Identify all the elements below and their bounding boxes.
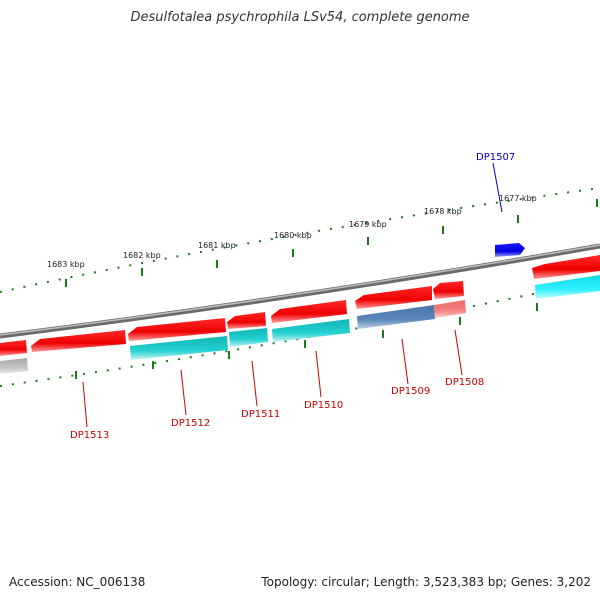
scale-label: 1677 kbp — [499, 194, 537, 203]
scale-label: 1679 kbp — [349, 220, 387, 229]
feature-block — [272, 319, 350, 342]
gene-dp1513[interactable] — [31, 330, 126, 352]
accession-text: Accession: NC_006138 — [9, 575, 146, 589]
gene-dp1507[interactable] — [495, 243, 525, 257]
feature-block — [0, 358, 28, 374]
gene-label-dp1511[interactable]: DP1511 — [241, 409, 280, 420]
gene-label-dp1513[interactable]: DP1513 — [70, 430, 109, 441]
feature-block — [130, 336, 228, 360]
outer-scale-arc — [0, 187, 600, 293]
scale-label: 1682 kbp — [123, 251, 161, 260]
scale-label: 1678 kbp — [424, 207, 462, 216]
gene-dp1508[interactable] — [433, 281, 464, 299]
gene-dp1512[interactable] — [128, 318, 226, 341]
gene-label-dp1512[interactable]: DP1512 — [171, 418, 210, 429]
gene-feature[interactable] — [0, 340, 27, 356]
scale-label: 1681 kbp — [198, 241, 236, 250]
feature-block — [434, 300, 466, 318]
genome-summary: Topology: circular; Length: 3,523,383 bp… — [261, 575, 591, 589]
scale-label: 1680 kbp — [274, 231, 312, 240]
scale-label: 1683 kbp — [47, 260, 85, 269]
gene-label-dp1508[interactable]: DP1508 — [445, 377, 484, 388]
gene-dp1509[interactable] — [355, 286, 432, 309]
map-title: Desulfotalea psychrophila LSv54, complet… — [130, 10, 470, 25]
gene-dp1511[interactable] — [227, 312, 266, 329]
feature-block — [357, 305, 435, 329]
gene-label-dp1510[interactable]: DP1510 — [304, 400, 343, 411]
feature-block — [229, 328, 268, 347]
gene-feature[interactable] — [532, 255, 600, 279]
gene-label-dp1509[interactable]: DP1509 — [391, 386, 430, 397]
gene-dp1510[interactable] — [271, 300, 347, 323]
inner-scale-arc — [0, 279, 600, 387]
genome-backbone — [0, 243, 600, 339]
label-leaders — [82, 162, 503, 428]
feature-block — [535, 275, 600, 299]
gene-label-dp1507[interactable]: DP1507 — [476, 152, 515, 163]
